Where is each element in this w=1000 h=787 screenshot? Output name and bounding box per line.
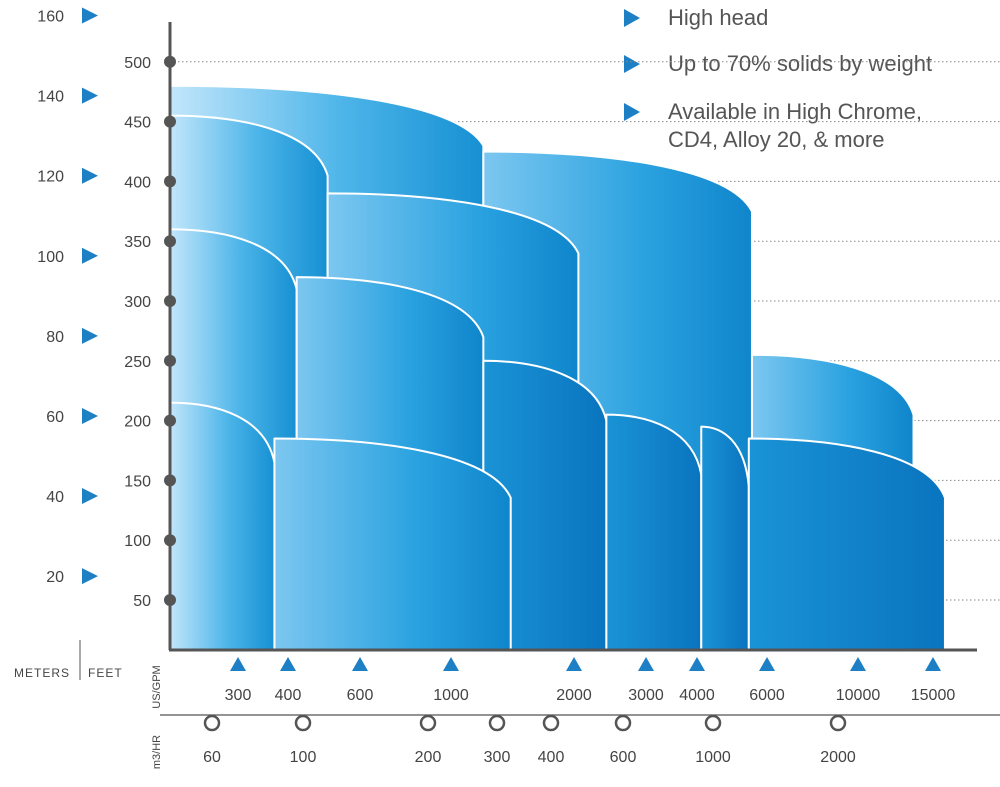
meters-tick-label: 100 xyxy=(37,249,64,266)
m3hr-tick-label: 200 xyxy=(415,749,442,766)
feet-tick-dot xyxy=(164,115,176,128)
feature-text-line: Available in High Chrome, xyxy=(668,99,922,124)
performance-region-9 xyxy=(169,401,276,651)
gpm-tick-label: 15000 xyxy=(911,687,956,704)
feature-bullet-icon xyxy=(624,9,640,27)
meters-tick-label: 120 xyxy=(37,169,64,186)
feet-tick-label: 150 xyxy=(124,473,151,490)
feature-text-line: Up to 70% solids by weight xyxy=(668,51,933,76)
m3hr-tick-marker xyxy=(294,714,312,732)
gpm-axis-label: US/GPM xyxy=(151,665,163,708)
meters-tick-marker xyxy=(82,87,98,104)
feet-tick-dot xyxy=(164,354,176,367)
meters-tick-label: 40 xyxy=(46,489,64,506)
gpm-tick-marker xyxy=(850,657,866,671)
meters-tick-label: 60 xyxy=(46,409,64,426)
feet-tick-dot xyxy=(164,414,176,427)
m3hr-tick-label: 1000 xyxy=(695,749,731,766)
feature-text: High head xyxy=(668,4,768,32)
performance-region-13 xyxy=(747,437,946,651)
m3hr-tick-marker xyxy=(614,714,632,732)
gpm-tick-marker xyxy=(759,657,775,671)
meters-tick-marker xyxy=(82,327,98,344)
performance-region-10 xyxy=(273,437,512,651)
feet-tick-label: 300 xyxy=(124,294,151,311)
meters-tick-marker xyxy=(82,568,98,585)
feet-tick-dot xyxy=(164,534,176,547)
m3hr-tick-label: 100 xyxy=(290,749,317,766)
axes: 50 100 150 200 250 300 350 400 450 500 20 40 60 80 100… xyxy=(14,7,1000,769)
feet-tick-label: 200 xyxy=(124,414,151,431)
feature-bullet-icon xyxy=(624,103,640,121)
gpm-tick-marker xyxy=(638,657,654,671)
m3hr-tick-label: 600 xyxy=(610,749,637,766)
performance-region-12 xyxy=(700,425,750,651)
meters-tick-label: 140 xyxy=(37,89,64,106)
feet-tick-label: 400 xyxy=(124,174,151,191)
feet-tick-label: 350 xyxy=(124,234,151,251)
meters-tick-label: 80 xyxy=(46,329,64,346)
gpm-tick-label: 4000 xyxy=(679,687,715,704)
m3hr-tick-label: 300 xyxy=(484,749,511,766)
gpm-tick-label: 10000 xyxy=(836,687,881,704)
feet-tick-dot xyxy=(164,175,176,188)
meters-tick-marker xyxy=(82,407,98,424)
m3hr-tick-marker xyxy=(704,714,722,732)
feet-axis-label: FEET xyxy=(88,666,123,680)
feature-text: Up to 70% solids by weight xyxy=(668,50,932,78)
feet-tick-label: 500 xyxy=(124,55,151,72)
gpm-tick-marker xyxy=(230,657,246,671)
m3hr-tick-marker xyxy=(829,714,847,732)
gpm-tick-marker xyxy=(443,657,459,671)
m3hr-tick-marker xyxy=(542,714,560,732)
feet-tick-dot xyxy=(164,55,176,68)
gpm-tick-marker xyxy=(280,657,296,671)
gpm-tick-label: 600 xyxy=(347,687,374,704)
m3hr-tick-label: 60 xyxy=(203,749,221,766)
feet-tick-label: 250 xyxy=(124,354,151,371)
feature-bullet-icon xyxy=(624,55,640,73)
feet-tick-label: 450 xyxy=(124,115,151,132)
gpm-tick-label: 6000 xyxy=(749,687,785,704)
meters-axis-label: METERS xyxy=(14,666,70,680)
gpm-tick-marker xyxy=(352,657,368,671)
feature-text: Available in High Chrome, CD4, Alloy 20, … xyxy=(668,98,922,154)
m3hr-tick-label: 2000 xyxy=(820,749,856,766)
meters-tick-marker xyxy=(82,247,98,264)
meters-tick-label: 160 xyxy=(37,9,64,26)
m3hr-tick-marker xyxy=(488,714,506,732)
gpm-tick-marker xyxy=(925,657,941,671)
feet-tick-dot xyxy=(164,235,176,248)
m3hr-tick-marker xyxy=(419,714,437,732)
feet-tick-dot xyxy=(164,594,176,606)
performance-regions xyxy=(169,84,946,651)
meters-tick-marker xyxy=(82,488,98,505)
gpm-tick-label: 400 xyxy=(275,687,302,704)
meters-tick-label: 20 xyxy=(46,569,64,586)
gpm-tick-label: 1000 xyxy=(433,687,469,704)
gpm-tick-label: 2000 xyxy=(556,687,592,704)
feature-text-line: High head xyxy=(668,5,769,30)
feature-text-line: CD4, Alloy 20, & more xyxy=(668,127,885,152)
feet-tick-label: 100 xyxy=(124,533,151,550)
feet-tick-label: 50 xyxy=(133,593,151,610)
gpm-tick-label: 3000 xyxy=(628,687,664,704)
performance-region-11 xyxy=(605,413,703,651)
meters-tick-marker xyxy=(82,167,98,184)
m3hr-axis-label: m3/HR xyxy=(151,735,163,769)
m3hr-tick-label: 400 xyxy=(538,749,565,766)
feet-tick-dot xyxy=(164,295,176,307)
feet-tick-dot xyxy=(164,474,176,487)
gpm-tick-marker xyxy=(566,657,582,671)
m3hr-tick-marker xyxy=(203,714,221,732)
gpm-tick-label: 300 xyxy=(225,687,252,704)
meters-tick-marker xyxy=(82,7,98,24)
gpm-tick-marker xyxy=(689,657,705,671)
